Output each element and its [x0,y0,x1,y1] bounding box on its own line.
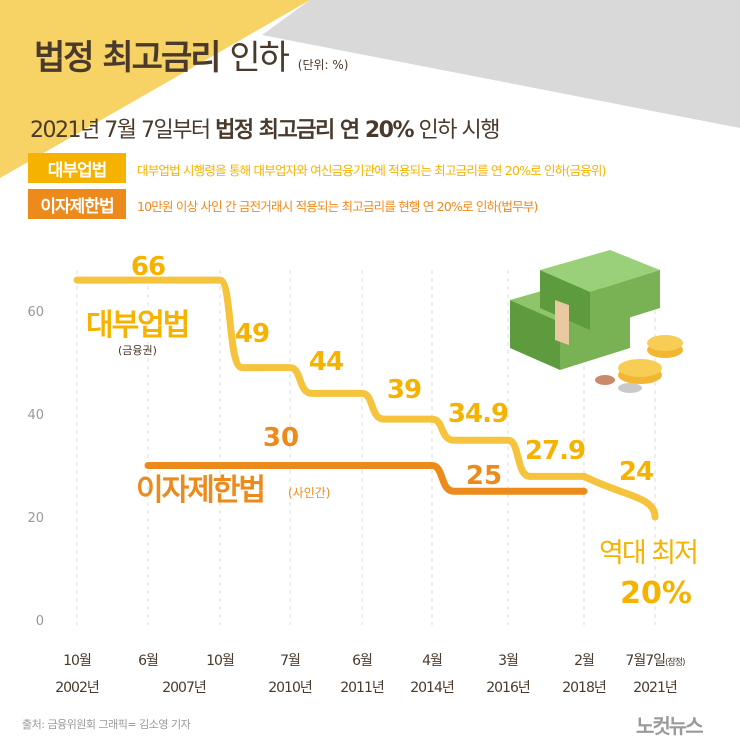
x-tick-year: 2010년 [268,680,312,696]
law-desc-loan: 대부업법 시행령을 통해 대부업자와 여신금융기관에 적용되는 최고금리를 연 … [137,163,607,178]
series-line-loan-law [73,276,659,521]
x-tick-year: 2014년 [410,680,454,696]
y-tick-label: 40 [27,408,44,423]
data-label-interest-law: 25 [466,461,502,491]
x-tick-year: 2016년 [486,680,530,696]
series-name-loan-law: 대부업법 [86,308,188,343]
series-line-interest-law [144,462,588,495]
law-badge-loan: 대부업법 [28,153,126,183]
data-label-loan-law: 44 [309,347,343,377]
annotation-record-low: 역대 최저 [599,538,697,569]
x-tick-year: 2021년 [633,680,677,696]
x-tick-month: 6월 [352,653,372,669]
yellow-triangle [0,0,310,178]
series-note-loan-law: (금융권) [118,344,157,357]
x-tick-year: 2007년 [162,680,206,696]
subtitle: 2021년 7월 7일부터 법정 최고금리 연 20% 인하 시행 [30,118,500,143]
x-tick-year: 2002년 [55,680,99,696]
data-label-loan-law: 49 [235,319,269,349]
y-tick-label: 20 [27,511,44,526]
law-badge-interest: 이자제한법 [28,189,126,219]
data-label-loan-law: 66 [131,252,165,282]
series-name-interest-law: 이자제한법 [136,473,264,508]
footer-credit: 출처: 금융위원회 그래픽= 김소영 기자 [22,718,191,731]
coins-icon [595,335,683,393]
cash-stack-icon [510,250,660,370]
y-tick-label: 0 [36,614,44,629]
nocutnews-logo: 노컷뉴스 [636,714,704,738]
x-tick-month: 7월 [280,653,300,669]
x-tick-month: 4월 [422,653,442,669]
x-tick-month: 10월 [206,653,234,669]
x-tick-month: 3월 [498,653,518,669]
y-tick-label: 60 [27,305,44,320]
x-tick-month: 10월 [63,653,91,669]
grey-triangle [262,0,740,128]
annotation-20-percent: 20% [620,576,692,611]
data-label-loan-law: 39 [387,375,421,405]
x-tick-month: 2월 [574,653,594,669]
x-tick-year: 2018년 [562,680,606,696]
law-desc-interest: 10만원 이상 사인 간 금전거래시 적용되는 최고금리를 현행 연 20%로 … [137,199,538,214]
x-tick-month: 7월7일(잠정) [625,653,685,669]
data-label-loan-law: 34.9 [448,399,508,429]
page-title: 법정 최고금리 인하 (단위: %) [34,38,349,78]
series-note-interest-law: (사인간) [288,486,330,500]
data-label-loan-law: 27.9 [525,436,585,466]
data-label-interest-law: 30 [263,423,299,453]
x-tick-month: 6월 [138,653,158,669]
x-tick-year: 2011년 [340,680,384,696]
data-label-loan-law: 24 [619,457,653,487]
money-illustration [510,250,683,393]
